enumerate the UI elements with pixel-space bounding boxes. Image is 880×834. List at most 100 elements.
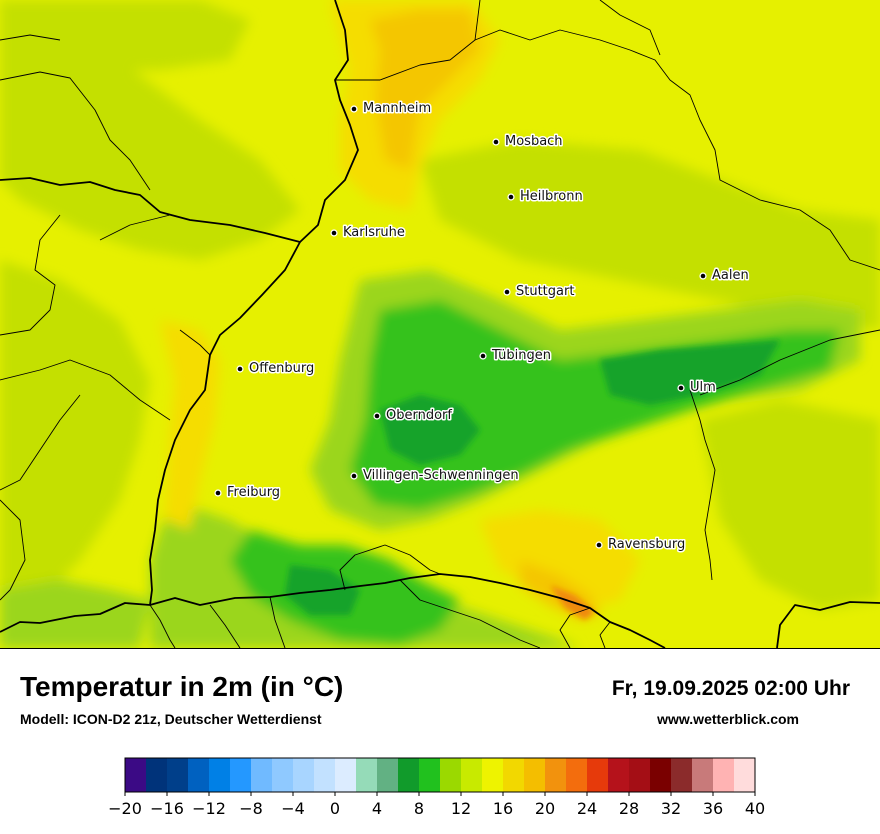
legend-color-swatch xyxy=(356,758,378,792)
legend-color-swatch xyxy=(272,758,294,792)
temperature-zone-mild xyxy=(0,0,250,70)
legend-tick-label: 40 xyxy=(745,799,765,818)
city-dot-icon xyxy=(351,106,357,112)
legend-color-swatch xyxy=(377,758,399,792)
city-dot-icon xyxy=(504,289,510,295)
legend-color-swatch xyxy=(650,758,672,792)
legend-color-swatch xyxy=(629,758,651,792)
city-dot-icon xyxy=(331,230,337,236)
state-border-east xyxy=(776,601,880,648)
legend-tick-label: −20 xyxy=(108,799,142,818)
legend-color-swatch xyxy=(146,758,168,792)
legend-tick-label: 20 xyxy=(535,799,555,818)
legend-color-swatch xyxy=(209,758,231,792)
temperature-zone-cool xyxy=(0,580,150,648)
legend-color-swatch xyxy=(293,758,315,792)
city-label: Offenburg xyxy=(249,361,314,376)
city-stuttgart[interactable]: Stuttgart xyxy=(503,283,576,301)
city-aalen[interactable]: Aalen xyxy=(699,267,750,285)
legend-color-swatch xyxy=(482,758,504,792)
map-footer: Temperatur in 2m (in °C) Modell: ICON-D2… xyxy=(0,648,880,831)
city-label: Tübingen xyxy=(491,348,551,363)
city-label: Heilbronn xyxy=(520,189,583,204)
city-dot-icon xyxy=(480,353,486,359)
forecast-datetime: Fr, 19.09.2025 02:00 Uhr xyxy=(611,677,850,700)
legend-color-swatch xyxy=(713,758,735,792)
legend-color-swatch xyxy=(167,758,189,792)
legend-color-swatch xyxy=(230,758,252,792)
temperature-zone-warmer xyxy=(370,10,480,170)
legend-color-swatch xyxy=(335,758,357,792)
city-label: Karlsruhe xyxy=(343,225,405,240)
legend-tick-label: 24 xyxy=(577,799,597,818)
city-freiburg[interactable]: Freiburg xyxy=(214,484,282,502)
city-ravensburg[interactable]: Ravensburg xyxy=(595,536,687,554)
temperature-legend: −20 −16 −12 −8 −4 0 4 8 12 16 20 24 28 32 36 40 xyxy=(100,754,780,829)
legend-color-swatch xyxy=(125,758,147,792)
city-dot-icon xyxy=(215,490,221,496)
city-dot-icon xyxy=(678,385,684,391)
city-label: Mannheim xyxy=(363,101,431,116)
legend-tick-label: −8 xyxy=(239,799,263,818)
legend-tick-label: −16 xyxy=(150,799,184,818)
legend-tick-label: −4 xyxy=(281,799,305,818)
legend-color-swatch xyxy=(545,758,567,792)
city-karlsruhe[interactable]: Karlsruhe xyxy=(330,224,406,242)
temperature-zone-mild xyxy=(700,400,880,610)
city-dot-icon xyxy=(493,139,499,145)
temperature-zone-warm xyxy=(480,510,640,610)
city-label: Aalen xyxy=(712,268,749,283)
legend-tick-label: 36 xyxy=(703,799,723,818)
temperature-zone-warm xyxy=(160,320,220,530)
city-label: Ulm xyxy=(690,380,716,395)
legend-tick-label: 32 xyxy=(661,799,681,818)
legend-color-swatch xyxy=(440,758,462,792)
city-label: Villingen-Schwenningen xyxy=(363,468,519,483)
temperature-map[interactable]: Mannheim Mosbach Heilbronn Karlsruhe Stuttga… xyxy=(0,0,880,648)
city-dot-icon xyxy=(374,413,380,419)
legend-color-swatch xyxy=(419,758,441,792)
legend-tick-label: 8 xyxy=(414,799,424,818)
city-ulm[interactable]: Ulm xyxy=(677,379,717,397)
state-border-north xyxy=(299,0,359,243)
legend-tick-label: 4 xyxy=(372,799,382,818)
city-dot-icon xyxy=(237,366,243,372)
state-border-south xyxy=(149,573,666,648)
legend-color-swatch xyxy=(188,758,210,792)
legend-color-swatch xyxy=(692,758,714,792)
website-link[interactable]: www.wetterblick.com xyxy=(657,711,799,727)
city-label: Oberndorf xyxy=(386,408,452,423)
temperature-zone-mild xyxy=(420,140,880,330)
temperature-zone-mild xyxy=(0,260,150,610)
legend-color-swatch xyxy=(671,758,693,792)
legend-color-swatch xyxy=(587,758,609,792)
legend-color-swatch xyxy=(524,758,546,792)
legend-tick-label: 12 xyxy=(451,799,471,818)
temperature-zone-coolest xyxy=(600,340,780,405)
legend-color-swatch xyxy=(461,758,483,792)
city-t-bingen[interactable]: Tübingen xyxy=(479,347,553,365)
city-dot-icon xyxy=(508,194,514,200)
model-subtitle: Modell: ICON-D2 21z, Deutscher Wetterdie… xyxy=(20,711,322,727)
city-label: Ravensburg xyxy=(608,537,685,552)
temperature-zone-coolest xyxy=(380,395,480,465)
city-oberndorf[interactable]: Oberndorf xyxy=(373,407,454,425)
legend-color-swatch xyxy=(566,758,588,792)
city-villingen-schwenningen[interactable]: Villingen-Schwenningen xyxy=(350,467,520,485)
city-label: Mosbach xyxy=(505,134,563,149)
city-offenburg[interactable]: Offenburg xyxy=(236,360,316,378)
city-dot-icon xyxy=(596,542,602,548)
city-dot-icon xyxy=(700,273,706,279)
legend-color-swatch xyxy=(503,758,525,792)
city-dot-icon xyxy=(351,473,357,479)
city-heilbronn[interactable]: Heilbronn xyxy=(507,188,584,206)
legend-tick-label: 28 xyxy=(619,799,639,818)
legend-tick-label: 0 xyxy=(330,799,340,818)
city-mosbach[interactable]: Mosbach xyxy=(492,133,564,151)
legend-color-swatch xyxy=(734,758,756,792)
legend-color-swatch xyxy=(251,758,273,792)
legend-frame xyxy=(124,757,756,793)
legend-color-swatch xyxy=(398,758,420,792)
legend-tick-label: −12 xyxy=(192,799,226,818)
city-mannheim[interactable]: Mannheim xyxy=(350,100,433,118)
